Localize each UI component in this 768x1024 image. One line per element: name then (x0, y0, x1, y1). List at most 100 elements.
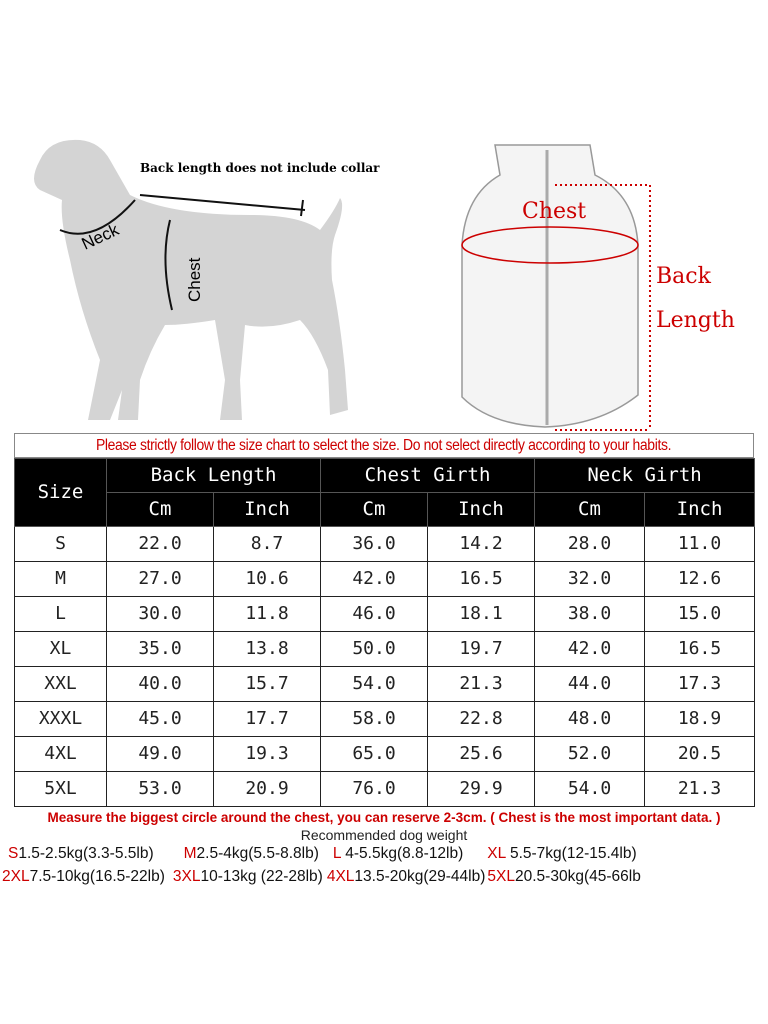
weight-range: 13.5-20kg(29-44lb) (354, 868, 486, 885)
weight-size: 4XL (326, 868, 355, 885)
value-cell: 45.0 (106, 701, 214, 737)
value-cell: 76.0 (320, 771, 428, 807)
size-notice: Please strictly follow the size chart to… (14, 433, 754, 458)
value-cell: 40.0 (106, 666, 214, 702)
weight-range: 4-5.5kg(8.8-12lb) (340, 845, 464, 862)
value-cell: 13.8 (213, 631, 321, 667)
weight-range: 7.5-10kg(16.5-22lb) (29, 868, 165, 885)
value-cell: 27.0 (106, 561, 214, 597)
chest-label: Chest (185, 257, 204, 302)
unit-header: Cm (320, 492, 428, 527)
value-cell: 44.0 (534, 666, 645, 702)
weight-item: 3XL10-13kg (22-28lb) (173, 867, 323, 886)
value-cell: 48.0 (534, 701, 645, 737)
weight-row: 2XL7.5-10kg(16.5-22lb) 3XL10-13kg (22-28l… (2, 867, 768, 886)
value-cell: 10.6 (213, 561, 321, 597)
value-cell: 42.0 (320, 561, 428, 597)
value-cell: 11.8 (213, 596, 321, 632)
table-row: 4XL 49.0 19.3 65.0 25.6 52.0 20.5 (14, 736, 756, 772)
weight-range: 5.5-7kg(12-15.4lb) (505, 845, 637, 862)
table-row: XXL 40.0 15.7 54.0 21.3 44.0 17.3 (14, 666, 756, 702)
table-row: XL 35.0 13.8 50.0 19.7 42.0 16.5 (14, 631, 756, 667)
weight-item: XL 5.5-7kg(12-15.4lb) (487, 844, 636, 863)
value-cell: 65.0 (320, 736, 428, 772)
size-cell: 4XL (14, 736, 107, 772)
value-cell: 15.7 (213, 666, 321, 702)
value-cell: 17.3 (643, 666, 756, 702)
table-row: L 30.0 11.8 46.0 18.1 38.0 15.0 (14, 596, 756, 632)
value-cell: 46.0 (320, 596, 428, 632)
measure-note: Measure the biggest circle around the ch… (47, 810, 721, 825)
unit-header: Cm (534, 492, 645, 527)
back-length-note: Back length does not include collar (140, 161, 380, 175)
table-row: M 27.0 10.6 42.0 16.5 32.0 12.6 (14, 561, 756, 597)
weight-item: 5XL20.5-30kg(45-66lb (487, 867, 640, 886)
value-cell: 53.0 (106, 771, 214, 807)
size-notice-text: Please strictly follow the size chart to… (96, 437, 672, 454)
weight-item: S1.5-2.5kg(3.3-5.5lb) (8, 844, 154, 863)
group-header: Back Length (106, 458, 321, 493)
value-cell: 22.0 (106, 526, 214, 562)
table-row: XXXL 45.0 17.7 58.0 22.8 48.0 18.9 (14, 701, 756, 737)
vest-back-label: Back (656, 264, 712, 289)
weight-size: XL (487, 845, 506, 862)
size-cell: XXXL (14, 701, 107, 737)
table-row: 5XL 53.0 20.9 76.0 29.9 54.0 21.3 (14, 771, 756, 807)
group-header: Chest Girth (320, 458, 535, 493)
value-cell: 58.0 (320, 701, 428, 737)
size-header: Size (14, 458, 107, 527)
value-cell: 50.0 (320, 631, 428, 667)
value-cell: 16.5 (427, 561, 535, 597)
size-cell: XXL (14, 666, 107, 702)
unit-header: Inch (643, 492, 756, 527)
value-cell: 15.0 (643, 596, 756, 632)
weight-title: Recommended dog weight (300, 827, 468, 843)
unit-header: Cm (106, 492, 214, 527)
value-cell: 54.0 (320, 666, 428, 702)
weight-range: 1.5-2.5kg(3.3-5.5lb) (18, 845, 154, 862)
value-cell: 20.9 (213, 771, 321, 807)
value-cell: 19.3 (213, 736, 321, 772)
vest-chest-label: Chest (522, 199, 586, 224)
size-cell: 5XL (14, 771, 107, 807)
value-cell: 20.5 (643, 736, 756, 772)
weight-range: 10-13kg (22-28lb) (200, 868, 323, 885)
value-cell: 49.0 (106, 736, 214, 772)
size-cell: L (14, 596, 107, 632)
value-cell: 8.7 (213, 526, 321, 562)
value-cell: 14.2 (427, 526, 535, 562)
weight-row: S1.5-2.5kg(3.3-5.5lb) M2.5-4kg(5.5-8.8lb)… (8, 844, 768, 863)
size-chart-table: Size Back Length Chest Girth Neck Girth … (14, 458, 756, 807)
weight-size: 3XL (172, 868, 201, 885)
weight-size: 5XL (487, 868, 515, 885)
value-cell: 18.1 (427, 596, 535, 632)
value-cell: 21.3 (427, 666, 535, 702)
value-cell: 22.8 (427, 701, 535, 737)
weight-size: M (183, 845, 197, 862)
weight-item: L 4-5.5kg(8.8-12lb) (333, 844, 463, 863)
unit-header: Inch (213, 492, 321, 527)
weight-item: M2.5-4kg(5.5-8.8lb) (184, 844, 319, 863)
value-cell: 54.0 (534, 771, 645, 807)
weight-size: S (8, 845, 19, 862)
value-cell: 28.0 (534, 526, 645, 562)
value-cell: 17.7 (213, 701, 321, 737)
vest-shape (461, 144, 639, 428)
value-cell: 12.6 (643, 561, 756, 597)
value-cell: 19.7 (427, 631, 535, 667)
value-cell: 42.0 (534, 631, 645, 667)
table-row: S 22.0 8.7 36.0 14.2 28.0 11.0 (14, 526, 756, 562)
value-cell: 21.3 (643, 771, 756, 807)
size-cell: S (14, 526, 107, 562)
measure-lines (59, 194, 306, 311)
weight-item: 4XL13.5-20kg(29-44lb) (327, 867, 486, 886)
value-cell: 52.0 (534, 736, 645, 772)
vest-diagram: Chest Back Length (461, 144, 735, 431)
vest-length-label: Length (656, 308, 735, 333)
weight-size: L (332, 845, 341, 862)
value-cell: 32.0 (534, 561, 645, 597)
dog-diagram: Back length does not include collar Neck… (34, 139, 380, 421)
weight-range: 2.5-4kg(5.5-8.8lb) (196, 845, 319, 862)
weight-item: 2XL7.5-10kg(16.5-22lb) (2, 867, 165, 886)
weight-range: 20.5-30kg(45-66lb (515, 868, 641, 885)
